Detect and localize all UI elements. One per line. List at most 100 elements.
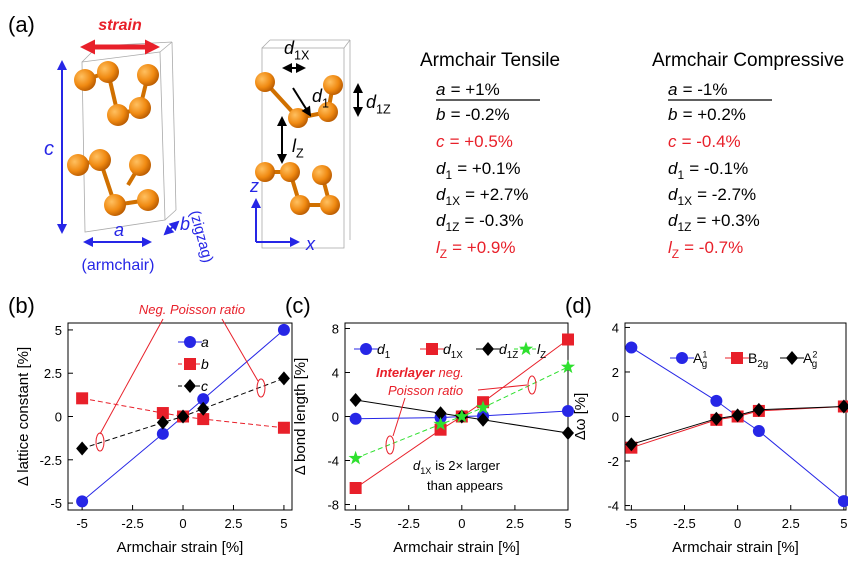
value-row: a = +1% <box>436 80 500 99</box>
marker <box>278 422 290 434</box>
subscript: 1 <box>385 350 390 361</box>
annotation-bold: Interlayer <box>376 365 435 380</box>
axis-label: x <box>305 234 316 254</box>
x-axis-label: Armchair strain [%] <box>117 539 244 556</box>
x-axis-label: Armchair strain [%] <box>672 539 799 556</box>
marker <box>731 352 743 364</box>
y-axis-label: Δω [%] <box>572 393 589 441</box>
subscript: 1Z <box>376 102 391 116</box>
subscript: 1Z <box>507 350 518 361</box>
value-row: c= -0.4% <box>668 132 741 151</box>
y-tick-label: -2 <box>607 454 619 469</box>
value-row: d1X= +2.7% <box>436 185 528 208</box>
text: = +0.2% <box>683 105 746 124</box>
subscript: Z <box>296 146 304 160</box>
x-tick-label: 2.5 <box>782 516 800 531</box>
subscript: 1Z <box>677 220 691 234</box>
y-tick-label: 0 <box>332 410 339 425</box>
text: = -0.7% <box>684 238 743 257</box>
value-row: a= -1% <box>668 80 727 99</box>
structure-mid <box>262 40 350 248</box>
bond-label: d1X <box>284 38 310 62</box>
subscript: 1Z <box>445 220 459 234</box>
symbol: B <box>748 350 757 366</box>
y-tick-label: 8 <box>332 322 339 337</box>
marker <box>710 395 722 407</box>
marker <box>426 343 438 355</box>
y-tick-label: 2 <box>612 365 619 380</box>
symbol: a <box>436 80 445 99</box>
legend-label: d1 <box>377 341 390 361</box>
value-row: c= +0.5% <box>436 132 513 151</box>
y-axis-label: Δ bond length [%] <box>292 358 309 476</box>
superscript: 2 <box>812 349 817 359</box>
subscript: g <box>702 359 707 370</box>
x-tick-label: -2.5 <box>121 516 143 531</box>
figure: (a) strain c a (armchair) b (zigzag) z x… <box>0 0 848 562</box>
text: = +0.3% <box>696 211 759 230</box>
y-tick-label: 0 <box>55 410 62 425</box>
subscript: 1X <box>420 466 431 476</box>
subscript: 1X <box>445 194 460 208</box>
marker <box>76 392 88 404</box>
marker <box>350 482 362 494</box>
symbol: c <box>668 132 677 151</box>
value-row: lZ= +0.9% <box>436 238 515 261</box>
marker <box>360 343 372 355</box>
bond-label: lZ <box>292 136 304 160</box>
marker <box>76 495 88 507</box>
bonds-left <box>78 72 148 205</box>
subscript: 2g <box>757 359 768 370</box>
y-tick-label: 4 <box>332 366 339 381</box>
subscript: g <box>812 359 817 370</box>
annotation: d1Xis 2× larger <box>413 458 501 476</box>
text: is 2× larger <box>435 458 500 473</box>
y-tick-label: -4 <box>327 454 339 469</box>
annotation-line <box>100 319 163 434</box>
symbol: a <box>201 334 209 350</box>
text: = +0.1% <box>457 159 520 178</box>
marker <box>184 379 196 393</box>
marker <box>157 428 169 440</box>
symbol: c <box>436 132 445 151</box>
x-axis-label: Armchair strain [%] <box>393 539 520 556</box>
text: = +2.7% <box>465 185 528 204</box>
subscript: Z <box>440 247 447 261</box>
legend-label: b <box>201 356 209 372</box>
subscript: Z <box>672 247 679 261</box>
x-tick-label: 0 <box>179 516 186 531</box>
panel-label: (d) <box>565 293 592 318</box>
y-tick-label: -4 <box>607 499 619 514</box>
text: = -2.7% <box>697 185 756 204</box>
legend-label: A1g <box>693 349 707 370</box>
text: = -0.1% <box>689 159 748 178</box>
x-tick-label: 2.5 <box>224 516 242 531</box>
symbol: b <box>668 105 677 124</box>
legend-label: c <box>201 378 208 394</box>
x-tick-label: 5 <box>280 516 287 531</box>
text: = -1% <box>683 80 728 99</box>
marker <box>350 393 362 407</box>
x-tick-label: -2.5 <box>398 516 420 531</box>
marker <box>519 342 533 356</box>
strain-label: strain <box>98 17 142 34</box>
bond-label: d1Z <box>366 92 391 116</box>
marker <box>278 324 290 336</box>
value-row: d1= +0.1% <box>436 159 521 182</box>
text: = -0.2% <box>451 105 510 124</box>
legend-label: d1Z <box>499 341 518 361</box>
panel-label: (b) <box>8 293 35 318</box>
annotation: than appears <box>427 478 503 493</box>
text: = +1% <box>451 80 500 99</box>
marker <box>349 451 363 465</box>
x-tick-label: 5 <box>840 516 847 531</box>
value-row: d1X= -2.7% <box>668 185 756 208</box>
y-tick-label: 2.5 <box>44 366 62 381</box>
annotation: Neg. Poisson ratio <box>139 302 245 317</box>
text: = +0.9% <box>452 238 515 257</box>
axis-label: z <box>249 176 259 196</box>
atoms-mid <box>255 72 343 215</box>
annotation-line <box>393 398 405 436</box>
subscript: 1X <box>677 194 692 208</box>
